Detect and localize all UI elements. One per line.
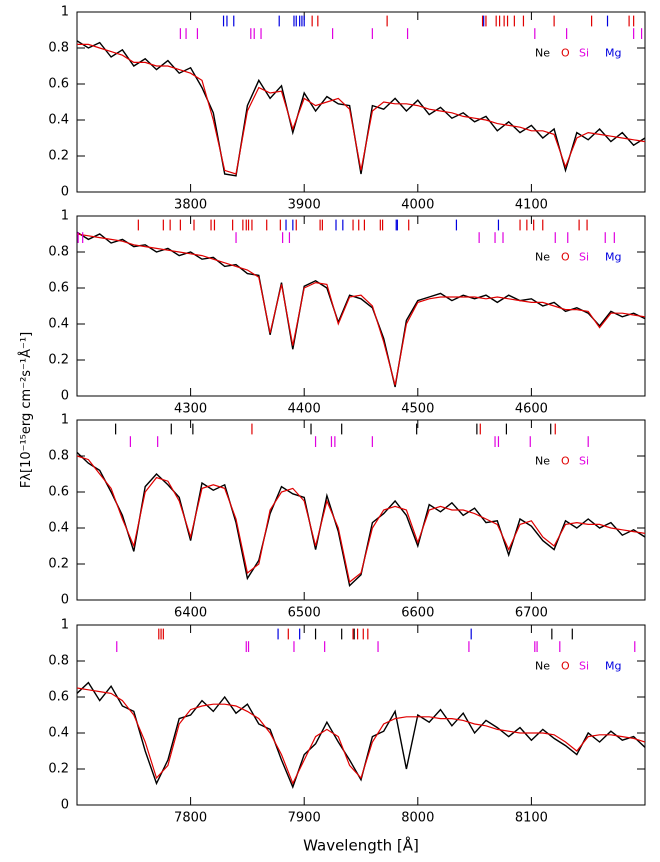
legend-label: Si bbox=[579, 659, 589, 672]
y-tick-label: 0.6 bbox=[48, 485, 69, 500]
legend-label: Mg bbox=[605, 659, 621, 672]
legend-label: Ne bbox=[535, 46, 550, 59]
x-tick-label: 4100 bbox=[515, 198, 548, 213]
x-tick-label: 4000 bbox=[401, 198, 434, 213]
y-tick-label: 0 bbox=[61, 389, 69, 404]
observed-spectrum bbox=[77, 451, 645, 587]
y-tick-label: 0.4 bbox=[48, 113, 69, 128]
legend-label: Si bbox=[579, 454, 589, 467]
panel: 0 0.2 0.4 0.6 0.8 1 4300 4400 4500 4600 Ne O Si Mg bbox=[48, 209, 646, 417]
plot-frame bbox=[76, 11, 646, 193]
y-tick-label: 0.2 bbox=[48, 353, 69, 368]
y-tick-label: 1 bbox=[61, 413, 69, 428]
legend-label: O bbox=[561, 46, 570, 59]
y-tick-label: 0.2 bbox=[48, 149, 69, 164]
panel: 0 0.2 0.4 0.6 0.8 1 3800 3900 4000 4100 Ne O Si Mg Fλ[… bbox=[18, 5, 646, 488]
model-spectrum bbox=[77, 687, 645, 785]
y-tick-label: 0.2 bbox=[48, 762, 69, 777]
y-tick-label: 1 bbox=[61, 209, 69, 224]
y-axis-label: Fλ[10⁻¹⁵erg cm⁻²s⁻¹Å⁻¹] bbox=[18, 332, 34, 488]
model-spectrum bbox=[77, 43, 645, 175]
y-tick-label: 0.2 bbox=[48, 557, 69, 572]
y-tick-label: 0.6 bbox=[48, 77, 69, 92]
x-tick-label: 8000 bbox=[401, 811, 434, 826]
y-tick-label: 0.8 bbox=[48, 654, 69, 669]
y-tick-label: 1 bbox=[61, 618, 69, 633]
legend-label: Ne bbox=[535, 454, 550, 467]
x-tick-label: 8100 bbox=[515, 811, 548, 826]
x-tick-label: 6500 bbox=[288, 606, 321, 621]
x-tick-label: 6600 bbox=[401, 606, 434, 621]
x-tick-label: 4500 bbox=[401, 402, 434, 417]
x-tick-label: 3800 bbox=[174, 198, 207, 213]
legend-label: O bbox=[561, 659, 570, 672]
y-tick-label: 0.4 bbox=[48, 521, 69, 536]
y-tick-label: 0.6 bbox=[48, 690, 69, 705]
legend-label: Mg bbox=[605, 250, 621, 263]
y-tick-label: 0.4 bbox=[48, 726, 69, 741]
panel: 0 0.2 0.4 0.6 0.8 1 6400 6500 6600 6700 Ne O Si bbox=[48, 413, 646, 621]
observed-spectrum bbox=[77, 231, 645, 388]
x-tick-label: 4400 bbox=[288, 402, 321, 417]
x-tick-label: 6700 bbox=[515, 606, 548, 621]
y-tick-label: 0.8 bbox=[48, 449, 69, 464]
legend-label: O bbox=[561, 454, 570, 467]
plot-frame bbox=[76, 419, 646, 601]
x-tick-label: 7900 bbox=[288, 811, 321, 826]
x-axis-label: Wavelength [Å] bbox=[303, 836, 419, 855]
plot-frame bbox=[76, 624, 646, 806]
y-tick-label: 0.8 bbox=[48, 41, 69, 56]
observed-spectrum bbox=[77, 681, 645, 789]
x-tick-label: 7800 bbox=[174, 811, 207, 826]
y-tick-label: 1 bbox=[61, 5, 69, 20]
y-tick-label: 0.4 bbox=[48, 317, 69, 332]
observed-spectrum bbox=[77, 40, 645, 177]
legend-label: O bbox=[561, 250, 570, 263]
plot-frame bbox=[76, 215, 646, 397]
y-tick-label: 0 bbox=[61, 185, 69, 200]
x-tick-label: 6400 bbox=[174, 606, 207, 621]
y-tick-label: 0.6 bbox=[48, 281, 69, 296]
x-tick-label: 3900 bbox=[288, 198, 321, 213]
legend-label: Ne bbox=[535, 250, 550, 263]
model-spectrum bbox=[77, 455, 645, 584]
legend-label: Ne bbox=[535, 659, 550, 672]
model-spectrum bbox=[77, 233, 645, 386]
legend-label: Mg bbox=[605, 46, 621, 59]
y-tick-label: 0.8 bbox=[48, 245, 69, 260]
y-tick-label: 0 bbox=[61, 593, 69, 608]
x-tick-label: 4600 bbox=[515, 402, 548, 417]
x-tick-label: 4300 bbox=[174, 402, 207, 417]
panel: 0 0.2 0.4 0.6 0.8 1 7800 7900 8000 8100 Ne O Si Mg Wav… bbox=[48, 618, 646, 855]
y-tick-label: 0 bbox=[61, 798, 69, 813]
legend-label: Si bbox=[579, 250, 589, 263]
legend-label: Si bbox=[579, 46, 589, 59]
